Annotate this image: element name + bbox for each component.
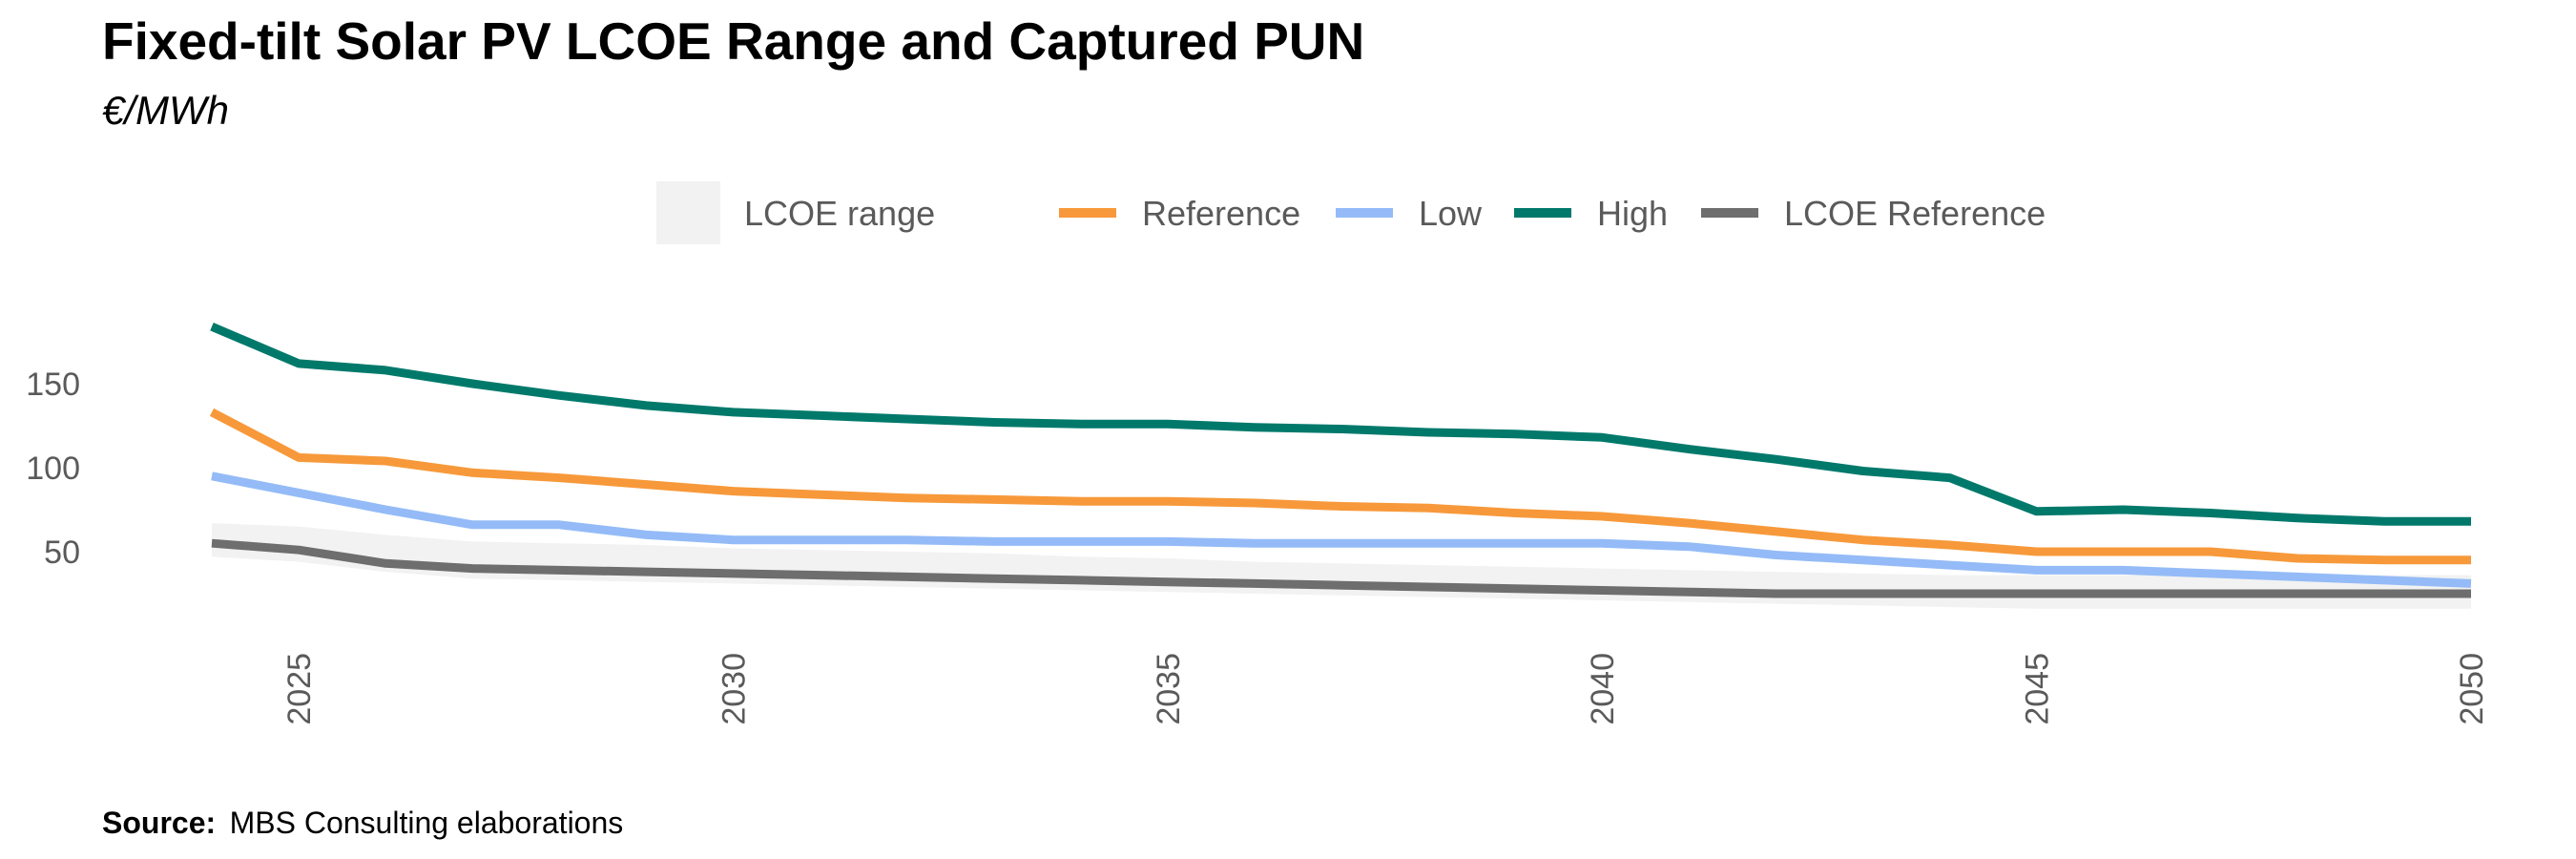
plot-area: [209, 323, 2472, 609]
legend-label-low: Low: [1419, 194, 1483, 233]
y-tick-label: 150: [26, 367, 80, 403]
y-axis: 50 100 150: [26, 367, 80, 571]
source-text: MBS Consulting elaborations: [230, 806, 624, 840]
lcoe-range-band: [212, 523, 2471, 609]
x-tick-label: 2050: [2454, 653, 2490, 725]
x-tick-label: 2040: [1585, 653, 1621, 725]
series-line-reference: [209, 408, 2471, 565]
x-tick-label: 2035: [1151, 653, 1187, 725]
x-tick-label: 2025: [281, 653, 318, 725]
legend-label-lcoe-reference: LCOE Reference: [1784, 194, 2046, 233]
chart-subtitle: €/MWh: [102, 88, 229, 133]
x-axis: 2025 2030 2035 2040 2045 2050: [281, 653, 2490, 725]
y-tick-label: 50: [44, 534, 80, 571]
x-tick-label: 2045: [2020, 653, 2056, 725]
series-line-low: [211, 471, 2472, 588]
source-note: Source: MBS Consulting elaborations: [102, 806, 623, 840]
source-label: Source:: [102, 806, 216, 840]
chart-title: Fixed-tilt Solar PV LCOE Range and Captu…: [102, 11, 1364, 71]
legend-swatch-lcoe-range: [656, 181, 720, 244]
x-tick-label: 2030: [717, 653, 753, 725]
y-tick-label: 100: [26, 450, 80, 487]
legend-label-reference: Reference: [1142, 194, 1300, 233]
legend-label-lcoe-range: LCOE range: [744, 194, 935, 233]
series-line-high: [210, 323, 2471, 526]
series-line-lcoe-reference: [211, 538, 2471, 598]
legend: LCOE range Reference Low High LCOE Refer…: [656, 181, 2046, 244]
legend-label-high: High: [1597, 194, 1668, 233]
